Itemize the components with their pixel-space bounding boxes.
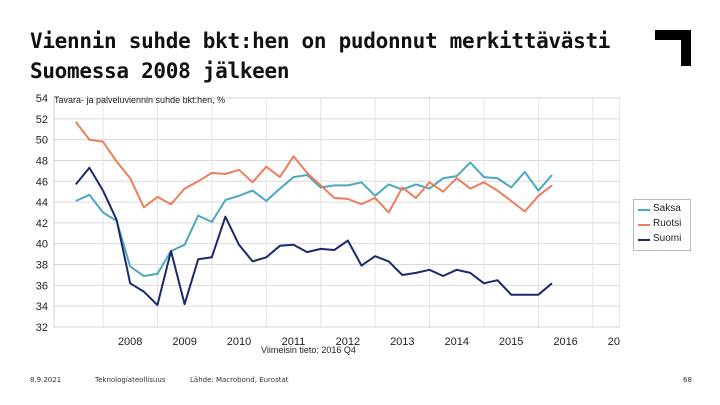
footer-date: 8.9.2021 (30, 376, 62, 384)
y-tick-label: 34 (36, 301, 48, 313)
x-tick-label: 2016 (553, 336, 577, 348)
chart-note: Viimeisin tieto: 2016 Q4 (261, 345, 356, 355)
x-tick-label: 2012 (336, 336, 360, 348)
legend-item-suomi: Suomi (638, 233, 690, 247)
y-tick-label: 42 (36, 218, 48, 230)
brand-logo-icon (655, 30, 691, 66)
legend-item-saksa: Saksa (638, 203, 690, 217)
x-axis-ticks: 2008 2009 2010 2011 2012 2013 2014 2015 2016 2017 (118, 336, 620, 348)
x-tick-label: 2011 (282, 336, 306, 348)
x-tick-label: 2015 (499, 336, 523, 348)
chart-legend: Saksa Ruotsi Suomi (633, 199, 691, 251)
chart-series (75, 121, 553, 307)
y-tick-label: 40 (36, 239, 48, 251)
footer-org: Teknologiateollisuus (95, 376, 166, 384)
x-tick-label: 2017 (608, 336, 620, 348)
series-line-saksa (75, 161, 553, 277)
y-tick-label: 52 (36, 114, 48, 126)
y-tick-label: 44 (36, 197, 48, 209)
y-tick-label: 54 (36, 93, 48, 105)
legend-swatch-ruotsi (638, 224, 650, 226)
y-axis-ticks: 54 52 50 48 46 44 42 40 38 36 34 32 (36, 93, 48, 334)
y-tick-label: 38 (36, 260, 48, 272)
legend-label-ruotsi: Ruotsi (653, 218, 682, 229)
legend-swatch-suomi (638, 239, 650, 241)
legend-swatch-saksa (638, 209, 650, 211)
x-tick-label: 2014 (444, 336, 468, 348)
plot-border (53, 97, 620, 328)
x-tick-label: 2009 (172, 336, 196, 348)
x-tick-label: 2010 (227, 336, 251, 348)
x-tick-label: 2008 (118, 336, 142, 348)
legend-label-saksa: Saksa (653, 203, 681, 214)
slide-title: Viennin suhde bkt:hen on pudonnut merkit… (30, 26, 640, 86)
title-line-1: Viennin suhde bkt:hen on pudonnut merkit… (30, 29, 611, 53)
y-tick-label: 50 (36, 135, 48, 147)
footer-page-number: 68 (683, 376, 692, 384)
x-tick-label: 2013 (390, 336, 414, 348)
chart-grid (53, 97, 620, 328)
y-tick-label: 32 (36, 322, 48, 334)
y-tick-label: 36 (36, 280, 48, 292)
y-tick-label: 48 (36, 155, 48, 167)
legend-label-suomi: Suomi (653, 233, 682, 244)
title-line-2: Suomessa 2008 jälkeen (30, 59, 290, 83)
export-gdp-chart: 54 52 50 48 46 44 42 40 38 36 34 32 2008 2009 2010 201… (36, 93, 620, 355)
chart-title: Tavara- ja palveluviennin suhde bkt:hen,… (54, 95, 225, 105)
series-line-ruotsi (75, 121, 553, 214)
footer-source: Lähde: Macrobond, Eurostat (190, 376, 289, 384)
legend-item-ruotsi: Ruotsi (638, 218, 690, 232)
series-line-suomi (75, 166, 553, 307)
y-tick-label: 46 (36, 176, 48, 188)
